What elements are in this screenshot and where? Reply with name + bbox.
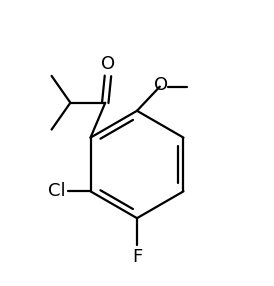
Text: F: F <box>132 248 142 266</box>
Text: Cl: Cl <box>48 182 66 200</box>
Text: O: O <box>101 55 115 73</box>
Text: O: O <box>154 76 168 94</box>
